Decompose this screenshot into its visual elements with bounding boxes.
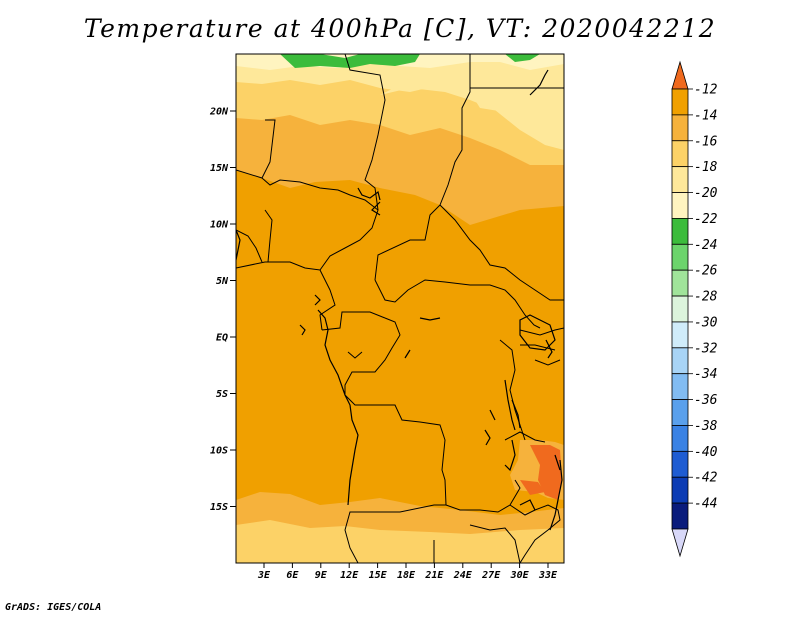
- map-frame: [235, 53, 565, 564]
- lat-tick-label: 10N: [210, 220, 229, 231]
- colorbar: -12 -14 -16 -18 -20 -22 -24 -26 -28 -30 -32 -34 -36 -…: [671, 60, 718, 558]
- colorbar-swatch: [671, 114, 689, 142]
- map-title: Temperature at 400hPa [C], VT: 202004221…: [83, 14, 717, 43]
- colorbar-arrow-top: [671, 60, 689, 90]
- colorbar-swatch: [671, 502, 689, 530]
- lat-tick-label: 15S: [210, 502, 228, 513]
- temperature-field: [236, 54, 564, 563]
- colorbar-label: -26: [694, 264, 718, 279]
- lon-tick-label: 30E: [510, 570, 530, 581]
- lat-tick-label: EQ: [216, 333, 228, 344]
- colorbar-label: -34: [694, 367, 717, 382]
- colorbar-label: -24: [694, 238, 717, 253]
- colorbar-label: -14: [694, 108, 717, 123]
- colorbar-label: -28: [694, 290, 718, 305]
- colorbar-label: -18: [694, 160, 718, 175]
- colorbar-swatch: [671, 476, 689, 504]
- lon-tick-label: 18E: [397, 570, 416, 581]
- colorbar-swatch: [671, 269, 689, 297]
- lon-tick-label: 12E: [340, 570, 359, 581]
- colorbar-swatch: [671, 88, 689, 116]
- colorbar-label: -38: [694, 419, 718, 434]
- colorbar-label: -40: [694, 445, 718, 460]
- colorbar-label: -30: [694, 315, 718, 330]
- colorbar-swatch: [671, 425, 689, 452]
- colorbar-label: -20: [694, 186, 718, 201]
- longitude-axis: 3E 6E 9E 12E 15E 18E 21E 24E 27E 30E 33E: [257, 563, 558, 581]
- colorbar-swatch: [671, 399, 689, 426]
- lat-tick-label: 20N: [209, 107, 229, 118]
- colorbar-swatch: [671, 450, 689, 478]
- latitude-axis: 20N 15N 10N 5N EQ 5S 10S 15S: [209, 107, 236, 513]
- colorbar-label: -44: [694, 497, 717, 512]
- lon-tick-label: 9E: [315, 570, 328, 581]
- colorbar-swatch: [671, 347, 689, 375]
- colorbar-label: -36: [694, 393, 718, 408]
- colorbar-arrow-bottom: [671, 528, 689, 558]
- colorbar-label: -12: [694, 83, 718, 98]
- colorbar-swatch: [671, 321, 689, 349]
- colorbar-label: -32: [694, 341, 718, 356]
- lat-tick-label: 15N: [210, 163, 229, 174]
- colorbar-swatch: [671, 140, 689, 168]
- lat-tick-label: 5N: [216, 276, 229, 287]
- lon-tick-label: 33E: [538, 570, 558, 581]
- colorbar-swatch: [671, 243, 689, 271]
- grads-credit: GrADS: IGES/COLA: [5, 602, 102, 613]
- lon-tick-label: 21E: [424, 570, 444, 581]
- colorbar-swatch: [671, 192, 689, 219]
- lon-tick-label: 15E: [369, 570, 388, 581]
- colorbar-label: -42: [694, 471, 718, 486]
- lon-tick-label: 6E: [286, 570, 299, 581]
- colorbar-swatch: [671, 373, 689, 400]
- colorbar-label: -22: [694, 212, 718, 227]
- colorbar-swatch: [671, 218, 689, 245]
- colorbar-swatch: [671, 295, 689, 323]
- colorbar-label: -16: [694, 134, 718, 149]
- colorbar-swatch: [671, 166, 689, 193]
- lon-tick-label: 24E: [453, 570, 473, 581]
- lat-tick-label: 5S: [216, 389, 228, 400]
- lon-tick-label: 3E: [257, 570, 271, 581]
- lon-tick-label: 27E: [481, 570, 501, 581]
- coastlines-and-lakes: [236, 69, 563, 531]
- lat-tick-label: 10S: [210, 446, 228, 457]
